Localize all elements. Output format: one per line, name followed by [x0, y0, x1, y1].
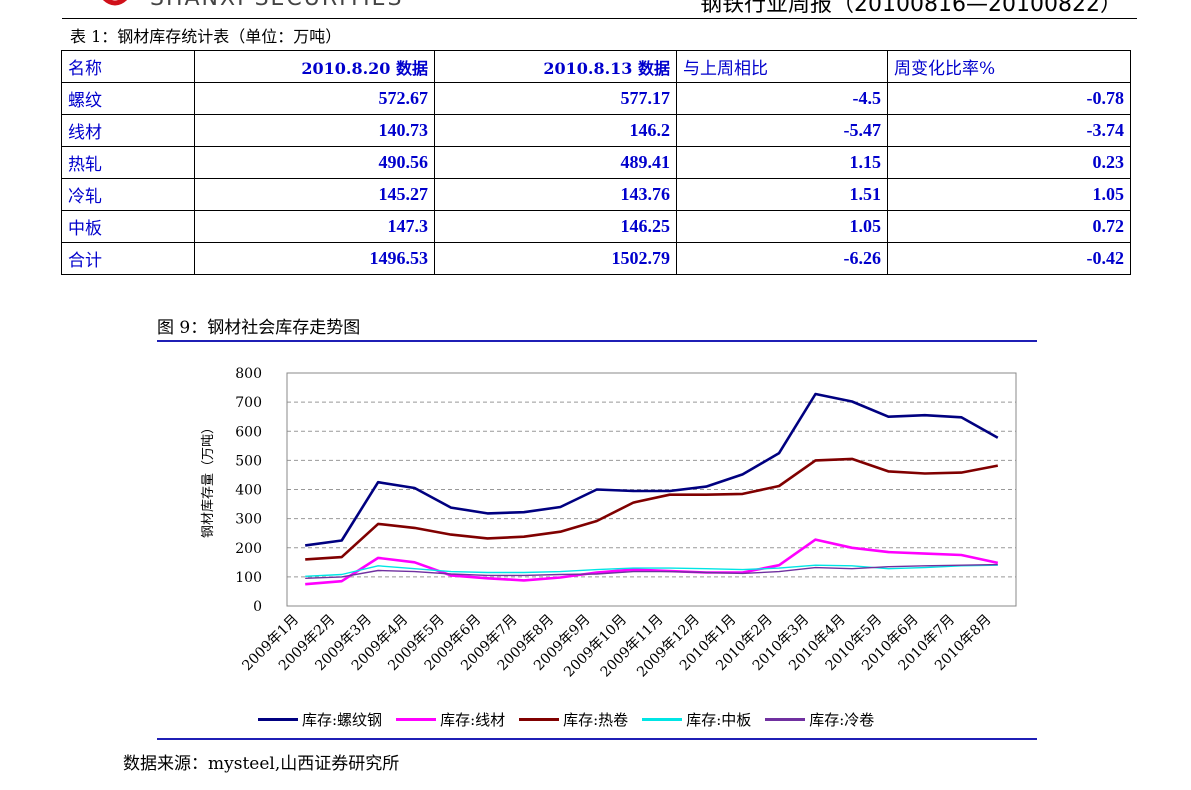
cell-value: 143.76: [434, 178, 677, 211]
header-cell: 2010.8.13 数据: [434, 50, 677, 83]
chart-series: [305, 392, 999, 586]
header-company-name: SHANXI SECURITIES: [150, 0, 403, 11]
y-tick-label: 500: [235, 453, 262, 469]
cell-value: 146.25: [434, 210, 677, 243]
chart-grid: [287, 372, 1016, 578]
cell-value: 1502.79: [434, 242, 677, 275]
cell-value: -3.74: [887, 114, 1131, 147]
legend-item: 库存:热卷: [519, 709, 628, 730]
company-logo-icon: [102, 0, 128, 6]
y-tick-label: 0: [253, 599, 262, 615]
cell-value: 1.05: [676, 210, 888, 243]
legend-label: 库存:中板: [686, 710, 752, 729]
row-name: 合计: [61, 242, 195, 275]
legend-swatch: [642, 717, 683, 721]
cell-value: 0.23: [887, 146, 1131, 179]
row-name: 中板: [61, 210, 195, 243]
cell-value: 145.27: [194, 178, 435, 211]
cell-value: 146.2: [434, 114, 677, 147]
header-cell: 2010.8.20 数据: [194, 50, 435, 83]
header-cell: 周变化比率%: [887, 50, 1131, 83]
series-line: [305, 563, 998, 579]
header-divider: [62, 18, 1137, 19]
row-name: 冷轧: [61, 178, 195, 211]
figure-title: 图 9：钢材社会库存走势图: [157, 318, 361, 338]
inventory-table: 名称 2010.8.20 数据 2010.8.13 数据 与上周相比 周变化比率…: [61, 50, 1131, 275]
cell-value: -5.47: [676, 114, 888, 147]
legend-label: 库存:线材: [440, 710, 506, 729]
y-tick-label: 600: [235, 424, 262, 440]
y-axis-label: 钢材库存量（万吨）: [200, 421, 216, 538]
legend-swatch: [519, 717, 560, 721]
y-axis-ticks: 0 100 200 300 400 500 600 700 800: [235, 366, 262, 615]
y-tick-label: 300: [235, 512, 262, 528]
cell-value: 577.17: [434, 82, 677, 115]
chart-legend: 库存:螺纹钢 库存:线材 库存:热卷 库存:中板 库存:冷卷: [258, 708, 888, 730]
cell-value: 1.05: [887, 178, 1131, 211]
table-header-row: 名称 2010.8.20 数据 2010.8.13 数据 与上周相比 周变化比率…: [61, 50, 1131, 83]
legend-item: 库存:线材: [396, 709, 505, 730]
plot-area-frame: [286, 372, 1017, 607]
cell-value: 490.56: [194, 146, 435, 179]
y-tick-label: 100: [235, 570, 262, 586]
table-row: 线材 140.73 146.2 -5.47 -3.74: [61, 114, 1131, 147]
header-cell: 名称: [61, 50, 195, 83]
y-tick-label: 400: [235, 483, 262, 499]
y-tick-label: 800: [235, 366, 262, 382]
table-row: 螺纹 572.67 577.17 -4.5 -0.78: [61, 82, 1131, 115]
row-name: 线材: [61, 114, 195, 147]
cell-value: 140.73: [194, 114, 435, 147]
row-name: 热轧: [61, 146, 195, 179]
table-row: 热轧 490.56 489.41 1.15 0.23: [61, 146, 1131, 179]
legend-swatch: [765, 717, 806, 721]
cell-value: -4.5: [676, 82, 888, 115]
cell-value: 572.67: [194, 82, 435, 115]
page-header: SHANXI SECURITIES 钢铁行业周报（20100816—201008…: [0, 0, 1191, 20]
legend-item: 库存:中板: [642, 709, 751, 730]
table-row: 中板 147.3 146.25 1.05 0.72: [61, 210, 1131, 243]
cell-value: 0.72: [887, 210, 1131, 243]
cell-value: 1.51: [676, 178, 888, 211]
cell-value: 1.15: [676, 146, 888, 179]
series-line: [305, 392, 999, 547]
cell-value: 489.41: [434, 146, 677, 179]
row-name: 螺纹: [61, 82, 195, 115]
legend-item: 库存:冷卷: [765, 709, 874, 730]
legend-swatch: [396, 717, 437, 721]
legend-swatch: [258, 717, 298, 721]
header-cell: 与上周相比: [676, 50, 888, 83]
table-row: 冷轧 145.27 143.76 1.51 1.05: [61, 178, 1131, 211]
legend-label: 库存:螺纹钢: [302, 710, 383, 729]
data-source: 数据来源：mysteel,山西证券研究所: [123, 754, 400, 774]
cell-value: 147.3: [194, 210, 435, 243]
header-report-title: 钢铁行业周报（20100816—20100822）: [700, 0, 1122, 17]
y-tick-label: 200: [235, 541, 262, 557]
figure-bottom-rule: [157, 738, 1037, 740]
y-tick-label: 700: [235, 395, 262, 411]
series-line: [305, 564, 998, 577]
cell-value: -6.26: [676, 242, 888, 275]
cell-value: -0.42: [887, 242, 1131, 275]
cell-value: -0.78: [887, 82, 1131, 115]
legend-label: 库存:热卷: [563, 710, 629, 729]
x-axis-ticks: 2009年1月2009年2月2009年3月2009年4月2009年5月2009年…: [239, 612, 994, 681]
table-row: 合计 1496.53 1502.79 -6.26 -0.42: [61, 242, 1131, 275]
legend-item: 库存:螺纹钢: [258, 709, 382, 730]
figure-top-rule: [157, 340, 1037, 342]
cell-value: 1496.53: [194, 242, 435, 275]
inventory-line-chart: 0 100 200 300 400 500 600 700 800 2009年1月2009年2月…: [200, 366, 1017, 681]
table-caption: 表 1：钢材库存统计表（单位：万吨）: [70, 27, 342, 46]
series-line: [305, 538, 999, 586]
series-line: [305, 457, 999, 561]
legend-label: 库存:冷卷: [809, 710, 875, 729]
